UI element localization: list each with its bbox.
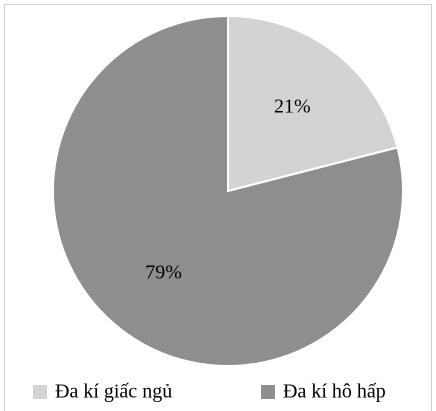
legend-label: Đa kí giấc ngủ [55,381,172,403]
data-label: 79% [145,262,182,284]
data-label: 21% [274,96,311,118]
pie-slice [227,14,399,193]
chart-border [4,4,432,411]
legend-label: Đa kí hô hấp [283,381,386,403]
pie-slice [52,14,404,367]
legend-swatch [261,385,275,399]
legend-swatch [33,385,47,399]
